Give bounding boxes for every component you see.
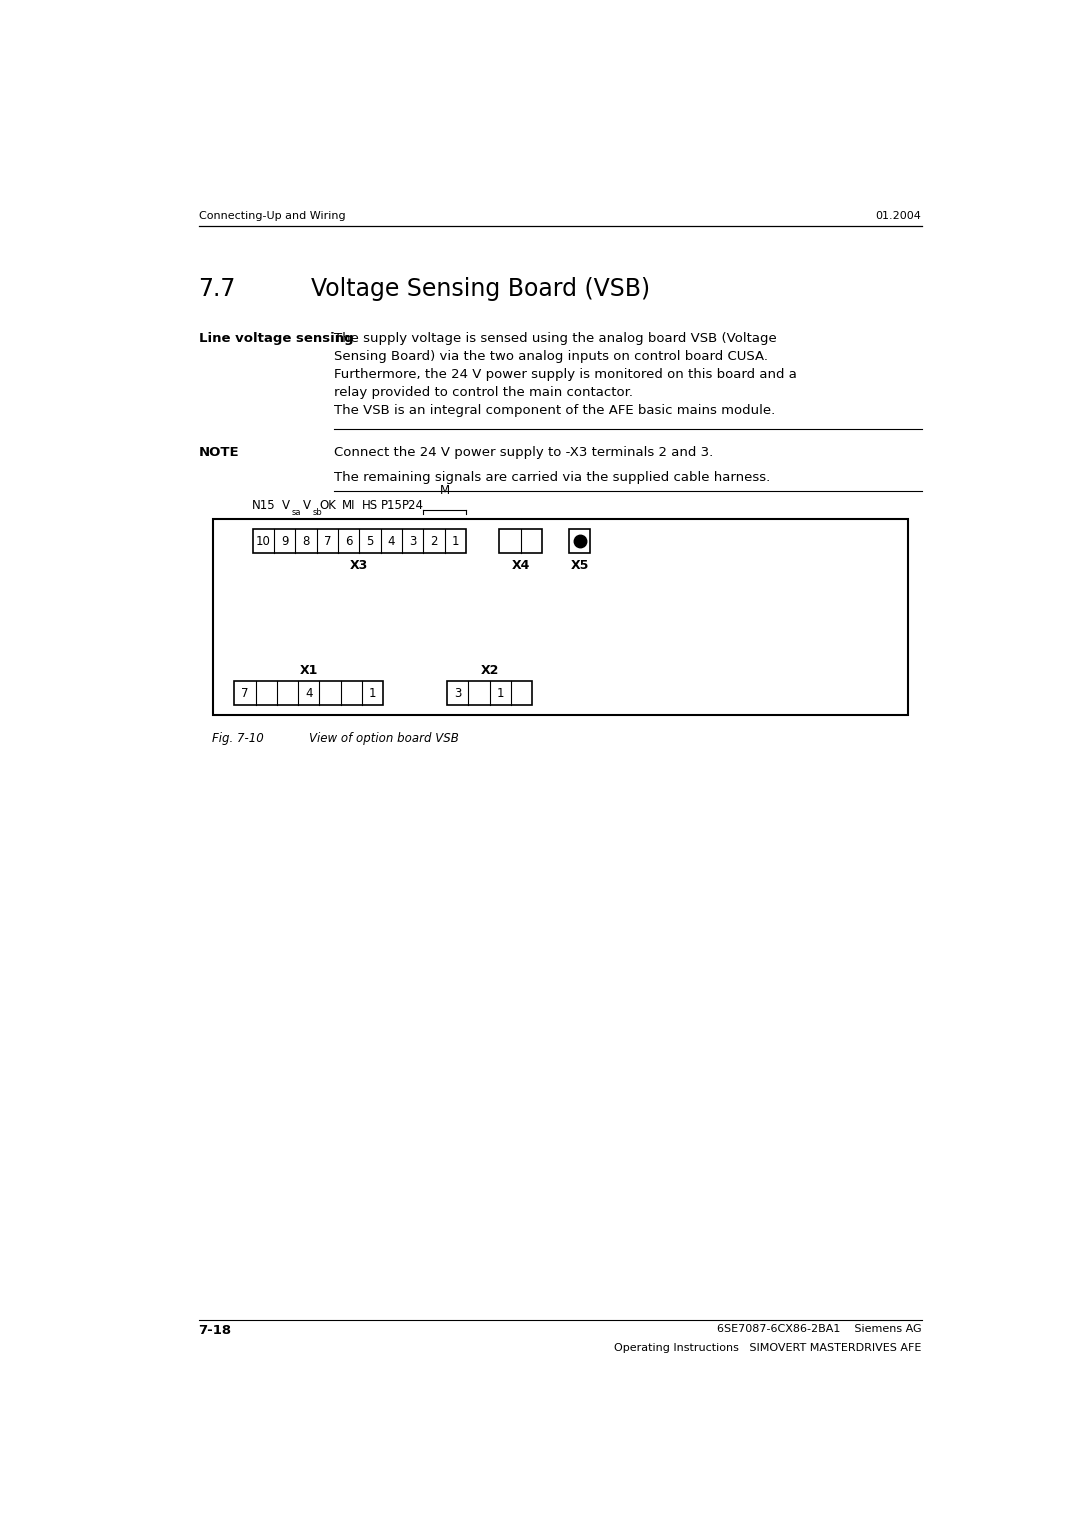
Text: MI: MI: [342, 500, 355, 512]
Text: Line voltage sensing: Line voltage sensing: [199, 332, 353, 345]
Text: Sensing Board) via the two analog inputs on control board CUSA.: Sensing Board) via the two analog inputs…: [334, 350, 768, 364]
Text: sa: sa: [292, 507, 301, 516]
Text: X5: X5: [570, 559, 589, 571]
Bar: [253, 529, 465, 553]
Text: 7: 7: [241, 686, 248, 700]
Text: X4: X4: [511, 559, 530, 571]
Text: NOTE: NOTE: [199, 446, 239, 458]
Text: Voltage Sensing Board (VSB): Voltage Sensing Board (VSB): [311, 277, 650, 301]
Text: V: V: [303, 500, 311, 512]
Text: OK: OK: [319, 500, 336, 512]
Text: 7-18: 7-18: [199, 1325, 232, 1337]
Bar: [499, 529, 542, 553]
Text: 1: 1: [369, 686, 377, 700]
Text: P24: P24: [402, 500, 423, 512]
Text: 6SE7087-6CX86-2BA1    Siemens AG: 6SE7087-6CX86-2BA1 Siemens AG: [717, 1325, 921, 1334]
Text: HS: HS: [362, 500, 378, 512]
Text: 7: 7: [324, 535, 332, 547]
Text: 1: 1: [451, 535, 459, 547]
Text: X1: X1: [299, 663, 318, 677]
Text: N15: N15: [252, 500, 275, 512]
Text: View of option board VSB: View of option board VSB: [309, 732, 459, 746]
Text: 4: 4: [388, 535, 395, 547]
Text: 6: 6: [345, 535, 352, 547]
Text: relay provided to control the main contactor.: relay provided to control the main conta…: [334, 387, 633, 399]
Text: Connect the 24 V power supply to -X3 terminals 2 and 3.: Connect the 24 V power supply to -X3 ter…: [334, 446, 714, 458]
Text: 7.7: 7.7: [199, 277, 235, 301]
Text: 3: 3: [454, 686, 461, 700]
Text: 8: 8: [302, 535, 310, 547]
Text: 1: 1: [497, 686, 504, 700]
Text: M: M: [440, 484, 449, 497]
Text: 5: 5: [366, 535, 374, 547]
Bar: [213, 520, 907, 715]
Text: Connecting-Up and Wiring: Connecting-Up and Wiring: [199, 211, 346, 222]
Text: 01.2004: 01.2004: [876, 211, 921, 222]
Text: Operating Instructions   SIMOVERT MASTERDRIVES AFE: Operating Instructions SIMOVERT MASTERDR…: [615, 1343, 921, 1352]
Text: Fig. 7-10: Fig. 7-10: [213, 732, 265, 746]
Text: V: V: [282, 500, 289, 512]
Text: 3: 3: [409, 535, 416, 547]
Text: The remaining signals are carried via the supplied cable harness.: The remaining signals are carried via th…: [334, 471, 770, 484]
Bar: [569, 529, 591, 553]
Text: 9: 9: [281, 535, 288, 547]
Text: P15: P15: [380, 500, 402, 512]
Text: sb: sb: [313, 507, 323, 516]
Text: 2: 2: [430, 535, 437, 547]
Text: 4: 4: [305, 686, 312, 700]
Text: X3: X3: [350, 559, 368, 571]
Text: The VSB is an integral component of the AFE basic mains module.: The VSB is an integral component of the …: [334, 405, 775, 417]
Bar: [447, 681, 532, 706]
Text: Furthermore, the 24 V power supply is monitored on this board and a: Furthermore, the 24 V power supply is mo…: [334, 368, 797, 380]
Text: The supply voltage is sensed using the analog board VSB (Voltage: The supply voltage is sensed using the a…: [334, 332, 777, 345]
Text: X2: X2: [481, 663, 499, 677]
Text: 10: 10: [256, 535, 271, 547]
Bar: [234, 681, 383, 706]
